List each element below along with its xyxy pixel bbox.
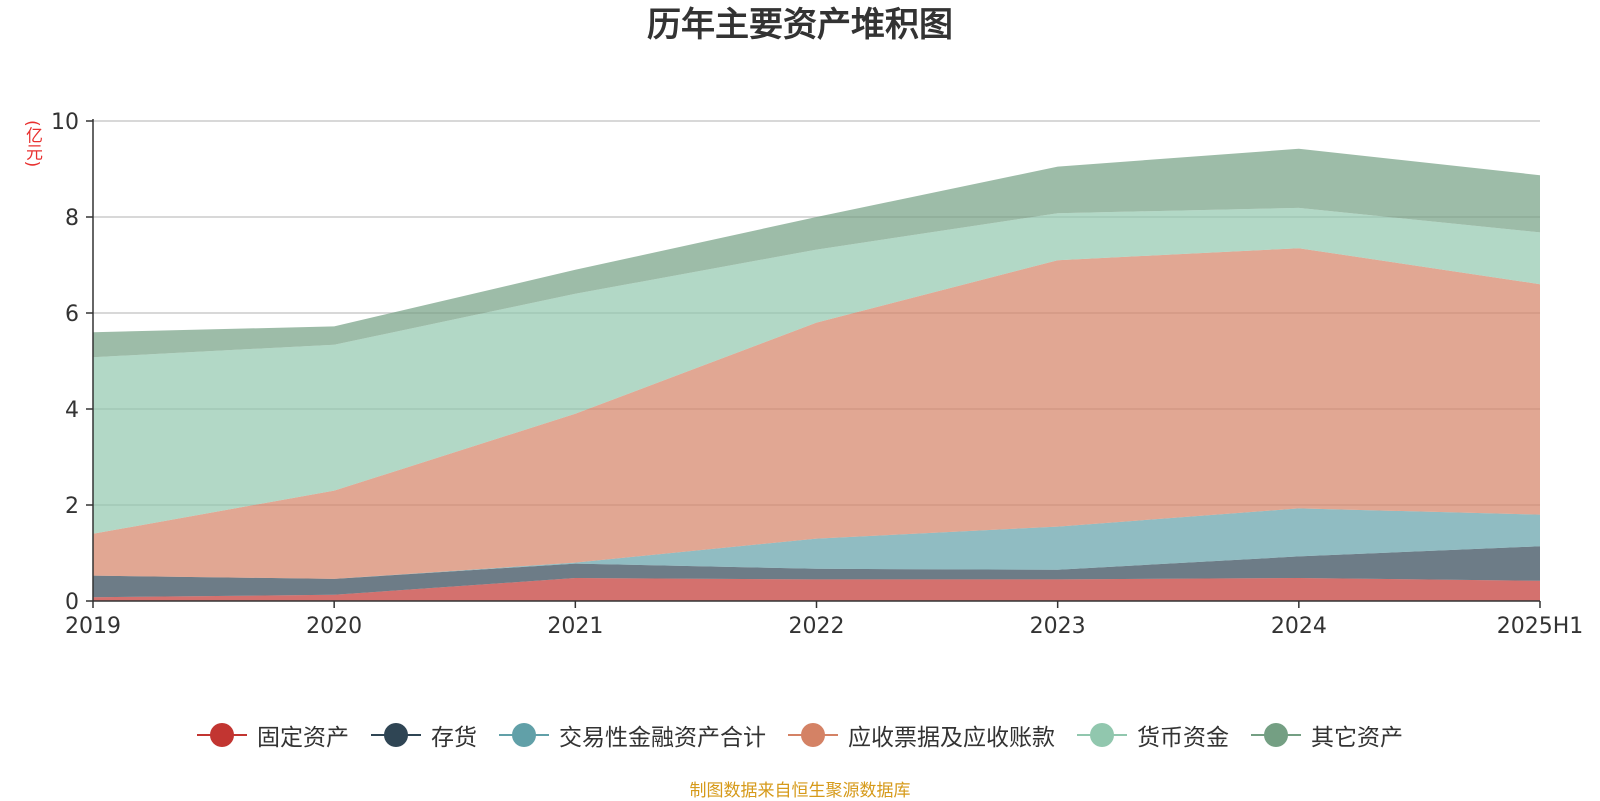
area-series-5 (93, 207, 1540, 534)
legend-item-6[interactable]: 其它资产 (1251, 718, 1403, 752)
legend-label: 存货 (431, 725, 477, 751)
x-tick-label: 2023 (1030, 614, 1086, 639)
source-note: 制图数据来自恒生聚源数据库 (689, 781, 911, 801)
legend-marker-icon (1077, 722, 1127, 748)
x-tick-label: 2025H1 (1497, 614, 1584, 639)
x-tick-label: 2022 (789, 614, 845, 639)
legend-item-2[interactable]: 存货 (371, 718, 477, 752)
legend-marker-icon (197, 722, 247, 748)
legend-label: 应收票据及应收账款 (848, 725, 1055, 751)
legend-marker-icon (788, 722, 838, 748)
legend-marker-icon (1251, 722, 1301, 748)
x-tick-label: 2021 (547, 614, 603, 639)
legend-marker-icon (499, 722, 549, 748)
area-series-1 (93, 578, 1540, 601)
stacked-area-chart: 0 2 4 6 8 10 2019 2020 2021 2022 2023 2024 2025H1 (51, 110, 1583, 639)
y-tick-label: 2 (65, 494, 79, 519)
area-series-4 (93, 248, 1540, 579)
y-tick-label: 8 (65, 206, 79, 231)
y-tick-label: 0 (65, 590, 79, 615)
legend: 固定资产 存货 交易性金融资产合计 应收票据及应收账款 货币资金 其它资产 (0, 715, 1600, 755)
legend-marker-icon (371, 722, 421, 748)
legend-label: 固定资产 (257, 725, 349, 751)
axes: 0 2 4 6 8 10 2019 2020 2021 2022 2023 2024 2025H1 (51, 110, 1583, 639)
legend-label: 交易性金融资产合计 (559, 725, 766, 751)
legend-item-5[interactable]: 货币资金 (1077, 718, 1229, 752)
area-series-3 (93, 508, 1540, 579)
legend-label: 货币资金 (1137, 725, 1229, 751)
chart-title: 历年主要资产堆积图 (647, 5, 953, 45)
area-series-2 (93, 546, 1540, 598)
area-series-6 (93, 148, 1540, 358)
legend-label: 其它资产 (1311, 725, 1403, 751)
area-series (93, 148, 1540, 601)
y-tick-label: 6 (65, 302, 79, 327)
legend-item-4[interactable]: 应收票据及应收账款 (788, 718, 1055, 752)
x-tick-label: 2019 (65, 614, 121, 639)
x-tick-label: 2020 (306, 614, 362, 639)
legend-item-3[interactable]: 交易性金融资产合计 (499, 718, 766, 752)
y-tick-label: 10 (51, 110, 79, 135)
y-tick-label: 4 (65, 398, 79, 423)
legend-item-1[interactable]: 固定资产 (197, 718, 349, 752)
y-axis-unit-label: (亿元) (22, 120, 42, 168)
x-tick-label: 2024 (1271, 614, 1327, 639)
